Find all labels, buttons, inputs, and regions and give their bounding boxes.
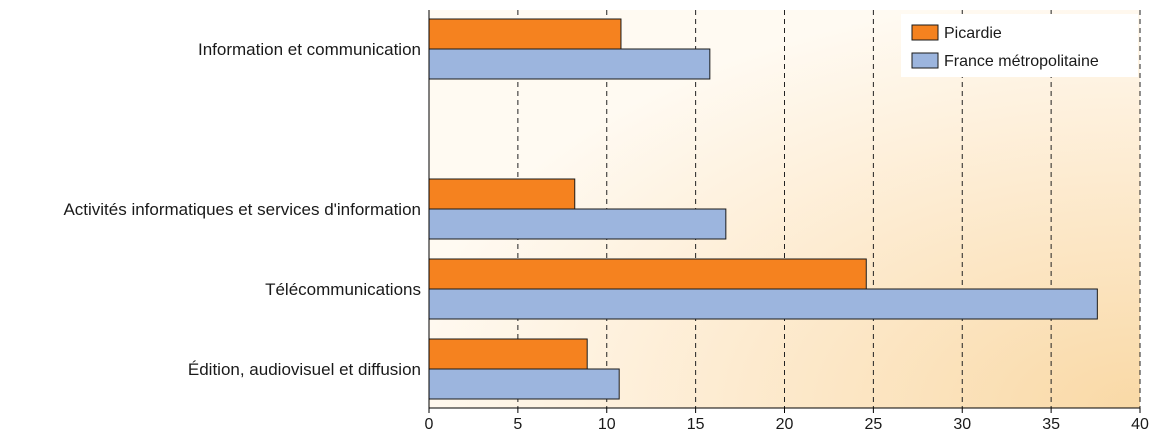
legend-box xyxy=(901,14,1138,77)
category-label: Télécommunications xyxy=(265,280,421,299)
legend-label: France métropolitaine xyxy=(944,53,1099,70)
x-tick-label: 40 xyxy=(1131,416,1149,433)
x-tick-label: 15 xyxy=(687,416,705,433)
x-axis-ticks: 0 5 10 15 20 25 30 35 40 xyxy=(425,408,1149,433)
bar-france-metropolitaine xyxy=(428,208,727,240)
legend-swatch xyxy=(911,52,939,69)
x-tick-label: 30 xyxy=(953,416,971,433)
x-tick-label: 20 xyxy=(776,416,794,433)
legend: Picardie France métropolitaine xyxy=(901,14,1138,77)
category-label: Activités informatiques et services d'in… xyxy=(63,200,421,219)
x-tick-label: 10 xyxy=(598,416,616,433)
bars xyxy=(428,18,1098,400)
x-tick-label: 5 xyxy=(513,416,522,433)
category-label: Information et communication xyxy=(198,40,421,59)
x-tick-label: 0 xyxy=(425,416,434,433)
category-label: Édition, audiovisuel et diffusion xyxy=(188,360,421,379)
legend-label: Picardie xyxy=(944,25,1002,42)
legend-swatch xyxy=(911,24,939,41)
bar-france-metropolitaine xyxy=(428,288,1098,320)
bar-picardie xyxy=(428,258,867,290)
bar-picardie xyxy=(428,178,576,210)
bar-picardie xyxy=(428,338,588,370)
x-tick-label: 35 xyxy=(1042,416,1060,433)
bar-france-metropolitaine xyxy=(428,368,620,400)
bar-france-metropolitaine xyxy=(428,48,711,80)
x-tick-label: 25 xyxy=(864,416,882,433)
category-labels: Information et communication Activités in… xyxy=(63,40,421,379)
bar-picardie xyxy=(428,18,622,50)
